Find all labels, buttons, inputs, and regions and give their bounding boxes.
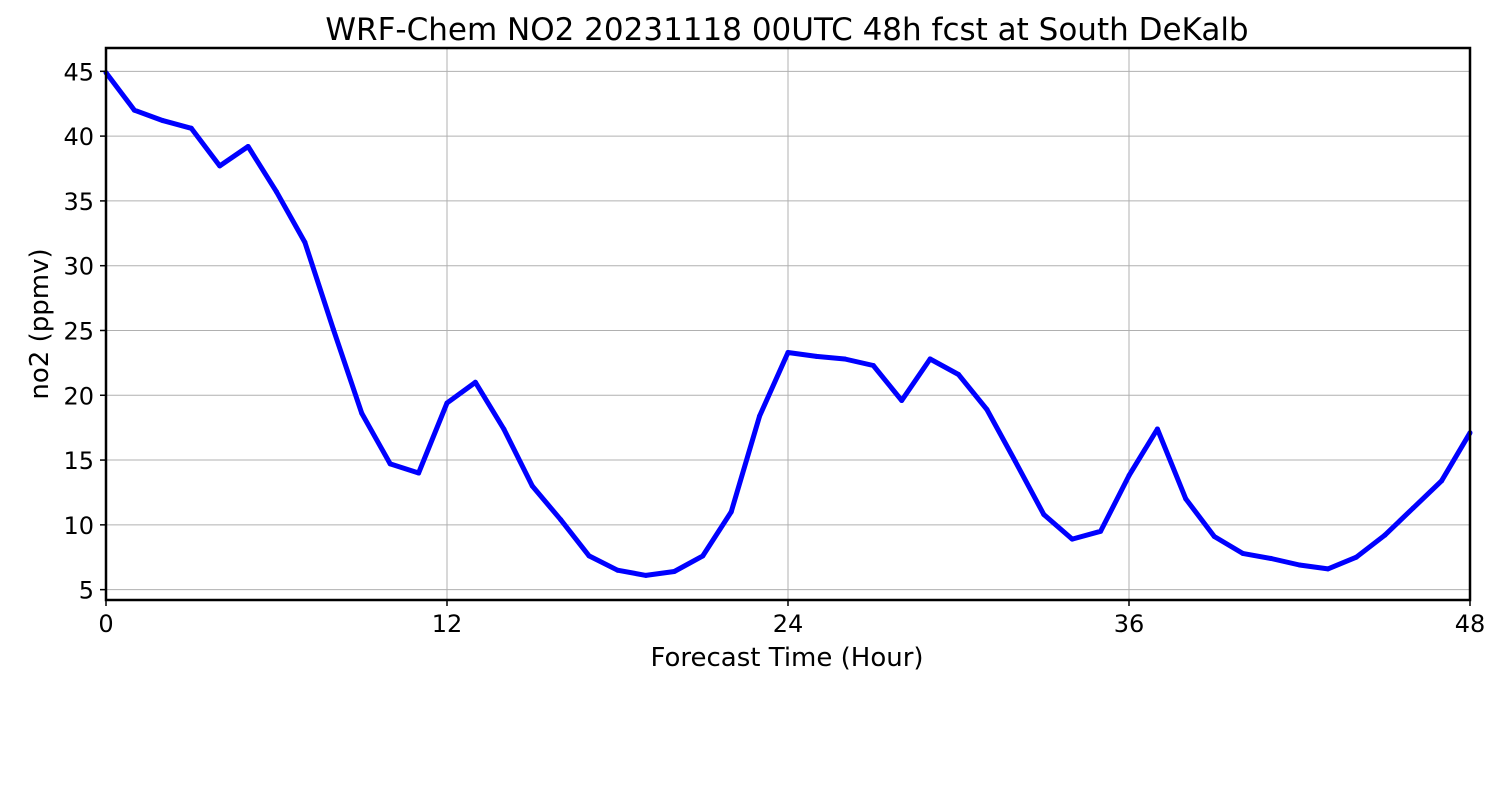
data-point xyxy=(1297,562,1302,568)
y-tick-label: 30 xyxy=(63,253,94,281)
data-point xyxy=(1382,532,1388,538)
y-tick-label: 40 xyxy=(63,123,94,151)
data-point xyxy=(956,372,961,377)
y-tick-label: 45 xyxy=(63,58,94,86)
data-point xyxy=(927,356,933,362)
data-point xyxy=(842,356,848,362)
data-point xyxy=(1353,554,1359,560)
data-point xyxy=(1012,458,1018,464)
y-axis-label: no2 (ppmv) xyxy=(25,248,55,399)
data-point xyxy=(359,410,365,416)
x-tick-label: 0 xyxy=(98,610,113,638)
data-point xyxy=(416,470,422,476)
data-point xyxy=(700,553,706,559)
y-tick-label: 25 xyxy=(63,317,94,345)
data-point xyxy=(472,379,478,385)
chart-title: WRF-Chem NO2 20231118 00UTC 48h fcst at … xyxy=(325,12,1248,48)
data-point xyxy=(330,326,336,332)
data-point xyxy=(558,517,564,523)
x-tick-label: 24 xyxy=(773,610,804,638)
data-point xyxy=(615,567,620,573)
data-point xyxy=(1268,556,1274,561)
y-tick-label: 15 xyxy=(63,447,94,475)
data-point xyxy=(160,118,166,124)
data-point xyxy=(899,398,905,403)
data-point xyxy=(387,461,393,467)
data-point xyxy=(1410,505,1416,511)
data-point xyxy=(444,400,450,406)
data-point xyxy=(188,125,194,131)
y-tick-label: 35 xyxy=(63,188,94,216)
data-point xyxy=(274,189,279,195)
data-point xyxy=(1098,528,1104,534)
data-point xyxy=(671,569,677,574)
data-point xyxy=(586,553,592,559)
x-tick-label: 36 xyxy=(1114,610,1145,638)
x-axis-label: Forecast Time (Hour) xyxy=(650,643,923,673)
data-point xyxy=(1069,536,1075,542)
data-point xyxy=(302,239,308,245)
data-point xyxy=(131,107,137,113)
data-point xyxy=(643,572,649,578)
data-point xyxy=(984,407,990,412)
grid-lines xyxy=(105,48,1471,600)
data-point xyxy=(1211,534,1217,539)
x-axis: 0 12 24 36 48 xyxy=(98,600,1485,638)
y-axis: 5 10 15 20 25 30 35 40 45 xyxy=(63,58,106,605)
data-point xyxy=(501,426,507,432)
data-point xyxy=(1240,550,1246,556)
data-point xyxy=(1154,426,1160,432)
data-point xyxy=(728,509,734,515)
y-tick-label: 10 xyxy=(63,512,94,540)
y-tick-label: 5 xyxy=(79,577,94,605)
data-point xyxy=(529,483,535,489)
data-point xyxy=(245,144,251,149)
x-tick-label: 12 xyxy=(432,610,463,638)
data-point xyxy=(217,163,223,169)
data-point xyxy=(757,413,763,419)
series-layer xyxy=(103,70,1473,578)
data-point xyxy=(1439,478,1445,484)
data-point xyxy=(813,353,819,359)
x-tick-label: 48 xyxy=(1455,610,1486,638)
y-tick-label: 20 xyxy=(63,382,94,410)
data-point xyxy=(1183,496,1189,502)
data-point xyxy=(1126,473,1132,479)
data-point xyxy=(785,350,791,355)
data-point xyxy=(870,363,876,368)
data-point xyxy=(1041,512,1047,517)
data-point xyxy=(1325,566,1331,572)
